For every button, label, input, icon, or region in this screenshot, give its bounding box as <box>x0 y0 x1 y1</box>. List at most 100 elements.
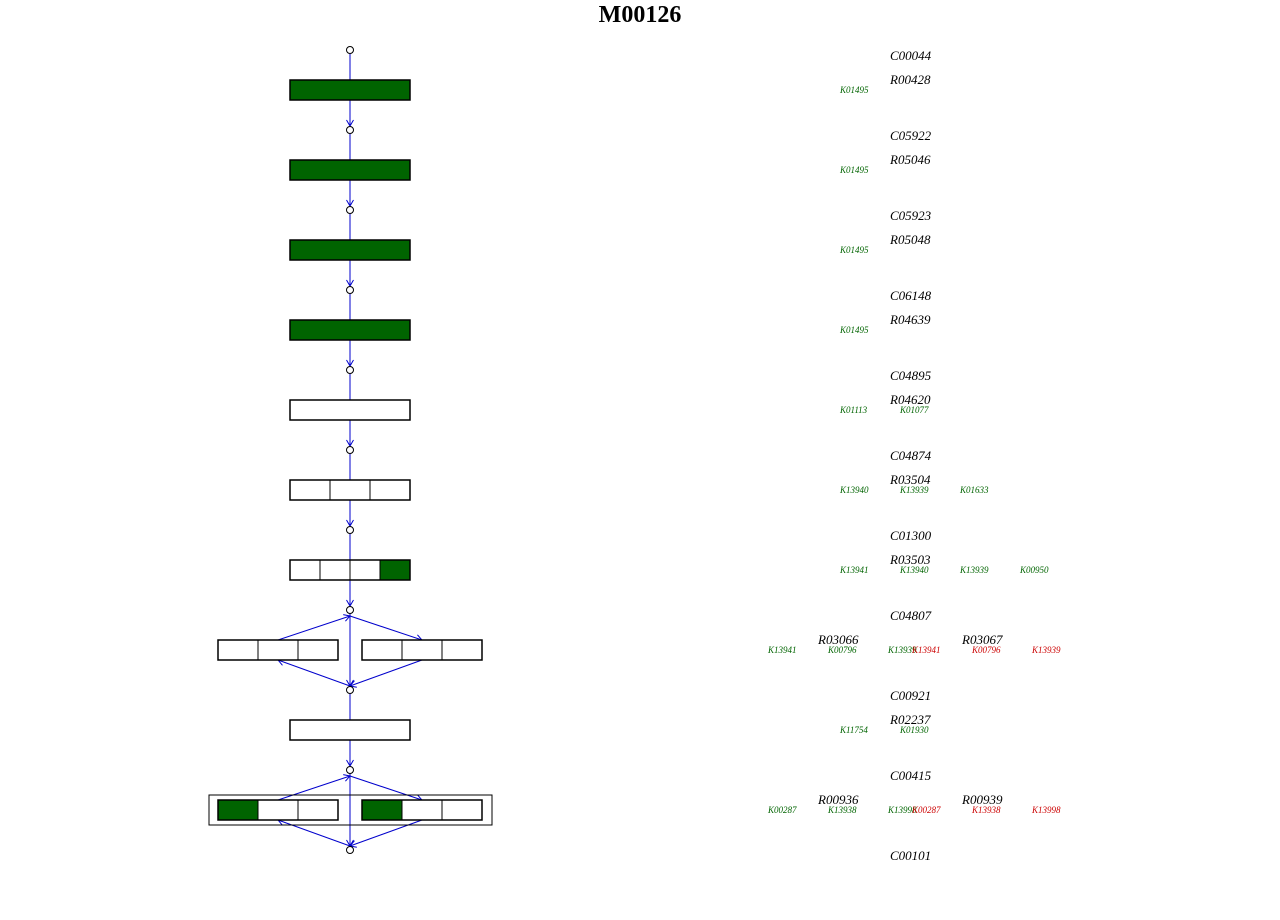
branch-arrow-head <box>343 774 351 782</box>
reaction-box-cell <box>289 319 411 341</box>
reaction-box-border <box>289 719 411 741</box>
reaction-box-border <box>289 479 411 501</box>
compound-node <box>346 606 354 614</box>
reaction-box-cell <box>217 799 259 821</box>
compound-node <box>346 846 354 854</box>
compound-node <box>346 286 354 294</box>
ko-label: K13941 <box>767 645 797 655</box>
reaction-label: R05048 <box>889 232 931 247</box>
ko-label: K13941 <box>839 565 869 575</box>
reaction-label: R03066 <box>817 632 859 647</box>
compound-label: C06148 <box>890 288 932 303</box>
ko-label: K00796 <box>971 645 1001 655</box>
compound-node <box>346 46 354 54</box>
compound-node <box>346 686 354 694</box>
compound-label: C05922 <box>890 128 932 143</box>
compound-label: C00921 <box>890 688 931 703</box>
reaction-box-cell <box>361 799 403 821</box>
compound-label: C05923 <box>890 208 932 223</box>
ko-label: K13939 <box>1031 645 1061 655</box>
reaction-box-cell <box>361 639 403 661</box>
ko-label: K13998 <box>1031 805 1061 815</box>
branch-arrow <box>349 819 423 847</box>
reaction-label: R05046 <box>889 152 931 167</box>
ko-label: K13998 <box>887 805 917 815</box>
reaction-box-cell <box>289 719 411 741</box>
compound-label: C01300 <box>890 528 932 543</box>
branch-arrow <box>349 659 423 687</box>
branch-arrow <box>277 819 351 847</box>
reaction-box-cell <box>289 159 411 181</box>
reaction-box-border <box>289 239 411 261</box>
branch-arrow <box>277 615 351 641</box>
reaction-box-cell <box>319 559 351 581</box>
compound-node <box>346 126 354 134</box>
reaction-box-border <box>289 559 411 581</box>
reaction-box-cell <box>289 479 331 501</box>
reaction-box-cell <box>289 79 411 101</box>
branch-arrow-head <box>343 614 351 622</box>
reaction-box-cell <box>297 799 339 821</box>
ko-label: K00287 <box>767 805 797 815</box>
reaction-box-cell <box>289 559 321 581</box>
reaction-box-cell <box>217 639 259 661</box>
reaction-label: R03504 <box>889 472 931 487</box>
compound-label: C00415 <box>890 768 932 783</box>
reaction-label: R02237 <box>889 712 931 727</box>
ko-label: K13938 <box>971 805 1001 815</box>
reaction-box-cell <box>257 799 299 821</box>
complex-outer-box <box>208 794 493 826</box>
ko-label: K13941 <box>911 645 941 655</box>
reaction-box-cell <box>401 799 443 821</box>
reaction-box-cell <box>257 639 299 661</box>
compound-node <box>346 526 354 534</box>
reaction-label: R00939 <box>961 792 1003 807</box>
branch-arrow <box>349 775 423 801</box>
ko-label: K01495 <box>839 165 869 175</box>
compound-node <box>346 366 354 374</box>
ko-label: K00287 <box>911 805 941 815</box>
compound-node <box>346 766 354 774</box>
ko-label: K01495 <box>839 325 869 335</box>
reaction-label: R00936 <box>817 792 859 807</box>
ko-label: K01113 <box>839 405 868 415</box>
branch-arrow <box>277 659 351 687</box>
reaction-box-cell <box>349 559 381 581</box>
ko-label: K00796 <box>827 645 857 655</box>
branch-arrow <box>349 615 423 641</box>
compound-label: C04895 <box>890 368 932 383</box>
reaction-box-border <box>361 639 483 661</box>
compound-node <box>346 446 354 454</box>
compound-node <box>346 206 354 214</box>
ko-label: K13938 <box>827 805 857 815</box>
ko-label: K00950 <box>1019 565 1049 575</box>
compound-label: C04807 <box>890 608 932 623</box>
reaction-label: R03067 <box>961 632 1003 647</box>
ko-label: K11754 <box>839 725 868 735</box>
ko-label: K01495 <box>839 245 869 255</box>
ko-label: K13940 <box>899 565 929 575</box>
reaction-box-cell <box>401 639 443 661</box>
ko-label: K01077 <box>899 405 929 415</box>
ko-label: K13939 <box>959 565 989 575</box>
reaction-box-border <box>217 639 339 661</box>
ko-label: K13939 <box>899 485 929 495</box>
reaction-box-cell <box>441 799 483 821</box>
reaction-box-border <box>289 399 411 421</box>
reaction-box-border <box>217 799 339 821</box>
compound-label: C00101 <box>890 848 931 863</box>
ko-label: K01930 <box>899 725 929 735</box>
reaction-box-cell <box>329 479 371 501</box>
ko-label: K13940 <box>839 485 869 495</box>
branch-arrow <box>277 775 351 801</box>
reaction-box-cell <box>441 639 483 661</box>
reaction-box-border <box>289 319 411 341</box>
ko-label: K01495 <box>839 85 869 95</box>
reaction-label: R04620 <box>889 392 931 407</box>
compound-label: C04874 <box>890 448 932 463</box>
reaction-box-cell <box>297 639 339 661</box>
reaction-box-cell <box>369 479 411 501</box>
ko-label: K13939 <box>887 645 917 655</box>
reaction-box-border <box>289 159 411 181</box>
